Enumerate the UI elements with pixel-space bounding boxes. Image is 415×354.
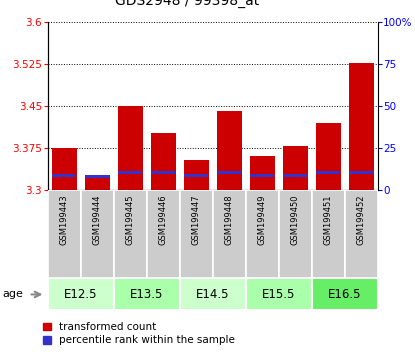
Bar [184, 160, 209, 190]
Bar [180, 279, 246, 310]
Text: GSM199449: GSM199449 [258, 195, 267, 245]
Bar [48, 279, 114, 310]
Bar [312, 279, 378, 310]
Bar [250, 174, 274, 177]
Bar [147, 190, 180, 279]
Text: E14.5: E14.5 [196, 288, 229, 301]
Bar [151, 133, 176, 190]
Bar [118, 107, 143, 190]
Bar [184, 174, 208, 177]
Bar [316, 171, 340, 174]
Text: GSM199452: GSM199452 [356, 195, 366, 245]
Bar [246, 190, 279, 279]
Bar [283, 145, 308, 190]
Bar [85, 175, 109, 178]
Text: GSM199451: GSM199451 [324, 195, 333, 245]
Text: GSM199450: GSM199450 [290, 195, 300, 245]
Bar [250, 156, 275, 190]
Text: E16.5: E16.5 [328, 288, 361, 301]
Bar [52, 174, 76, 177]
Bar [349, 171, 373, 174]
Bar [349, 63, 374, 190]
Text: GSM199443: GSM199443 [60, 195, 69, 245]
Bar [283, 174, 307, 177]
Text: GSM199448: GSM199448 [225, 195, 234, 245]
Text: E12.5: E12.5 [64, 288, 98, 301]
Bar [217, 171, 241, 174]
Text: E13.5: E13.5 [130, 288, 164, 301]
Bar [85, 175, 110, 190]
Bar [151, 171, 175, 174]
Bar [217, 111, 242, 190]
Bar [246, 279, 312, 310]
Bar [213, 190, 246, 279]
Bar [312, 190, 345, 279]
Text: GSM199446: GSM199446 [159, 195, 168, 245]
Legend: transformed count, percentile rank within the sample: transformed count, percentile rank withi… [43, 322, 235, 345]
Text: age: age [2, 290, 23, 299]
Text: GSM199444: GSM199444 [93, 195, 102, 245]
Text: GDS2948 / 99398_at: GDS2948 / 99398_at [115, 0, 259, 8]
Bar [114, 190, 147, 279]
Bar [52, 148, 77, 190]
Bar [114, 279, 180, 310]
Text: E15.5: E15.5 [262, 288, 295, 301]
Bar [316, 123, 341, 190]
Bar [81, 190, 114, 279]
Text: GSM199445: GSM199445 [126, 195, 135, 245]
Bar [180, 190, 213, 279]
Text: GSM199447: GSM199447 [192, 195, 201, 245]
Bar [345, 190, 378, 279]
Bar [279, 190, 312, 279]
Bar [118, 171, 142, 174]
Bar [48, 190, 81, 279]
